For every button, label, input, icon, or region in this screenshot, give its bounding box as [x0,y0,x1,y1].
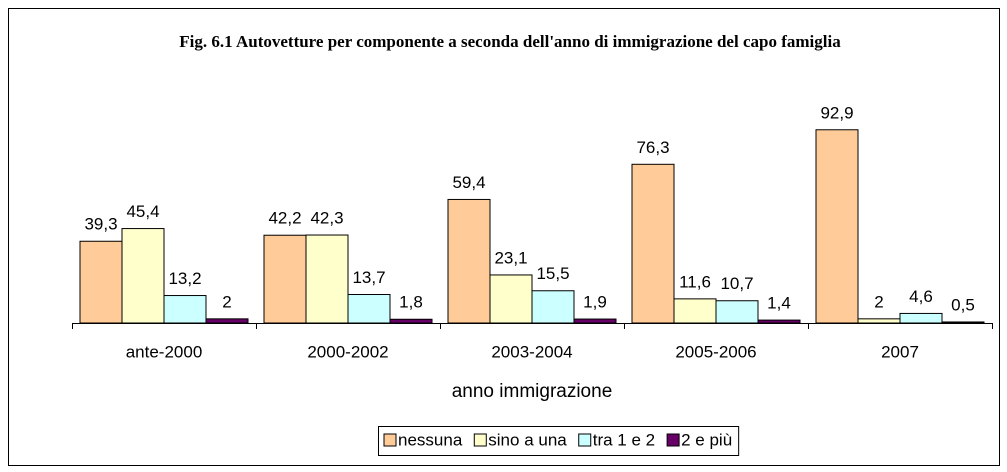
bar [715,300,759,324]
bar [631,163,675,324]
bar [447,198,491,324]
data-label: 45,4 [126,202,159,221]
data-label: 13,2 [168,269,201,288]
bar [79,240,123,324]
data-label: 42,3 [310,209,343,228]
data-label: 13,7 [352,268,385,287]
data-label: 10,7 [720,274,753,293]
legend-swatch [383,433,397,447]
x-tick-label: 2000-2002 [307,342,388,361]
data-label: 23,1 [494,248,527,267]
data-label: 2 [222,292,231,311]
data-label: 42,2 [268,209,301,228]
bar [121,228,165,324]
data-label: 0,5 [951,295,975,314]
bar [857,318,901,324]
legend-label: 2 e più [681,430,732,449]
legend-swatch [578,433,592,447]
data-label: 76,3 [636,138,669,157]
bar [347,294,391,324]
bar [673,298,717,324]
x-tick-label: 2003-2004 [491,342,572,361]
legend-label: sino a una [488,430,567,449]
x-tick-label: ante-2000 [126,342,203,361]
data-label: 15,5 [536,264,569,283]
bar [941,321,985,324]
data-label: 59,4 [452,173,485,192]
legend-label: nessuna [398,430,463,449]
x-tick-label: 2005-2006 [675,342,756,361]
bar [531,290,575,324]
data-label: 92,9 [820,103,853,122]
bar [573,318,617,324]
legend-swatch [473,433,487,447]
legend-label: tra 1 e 2 [593,430,655,449]
data-label: 1,4 [767,294,791,313]
bar [489,274,533,324]
data-label: 39,3 [84,215,117,234]
bar [815,129,859,324]
bar [263,234,307,324]
data-label: 11,6 [679,272,711,291]
x-tick-label: 2007 [881,342,919,361]
bar [163,295,207,324]
bar [305,234,349,324]
bar [389,318,433,324]
bar [757,319,801,324]
legend-swatch [666,433,680,447]
data-label: 4,6 [909,287,933,306]
chart-title: Fig. 6.1 Autovetture per componente a se… [179,32,841,51]
data-label: 1,9 [583,293,607,312]
data-label: 2 [874,292,883,311]
bar [205,318,249,324]
bar [899,312,943,324]
data-label: 1,8 [399,293,423,312]
x-axis-label: anno immigrazione [452,381,613,402]
